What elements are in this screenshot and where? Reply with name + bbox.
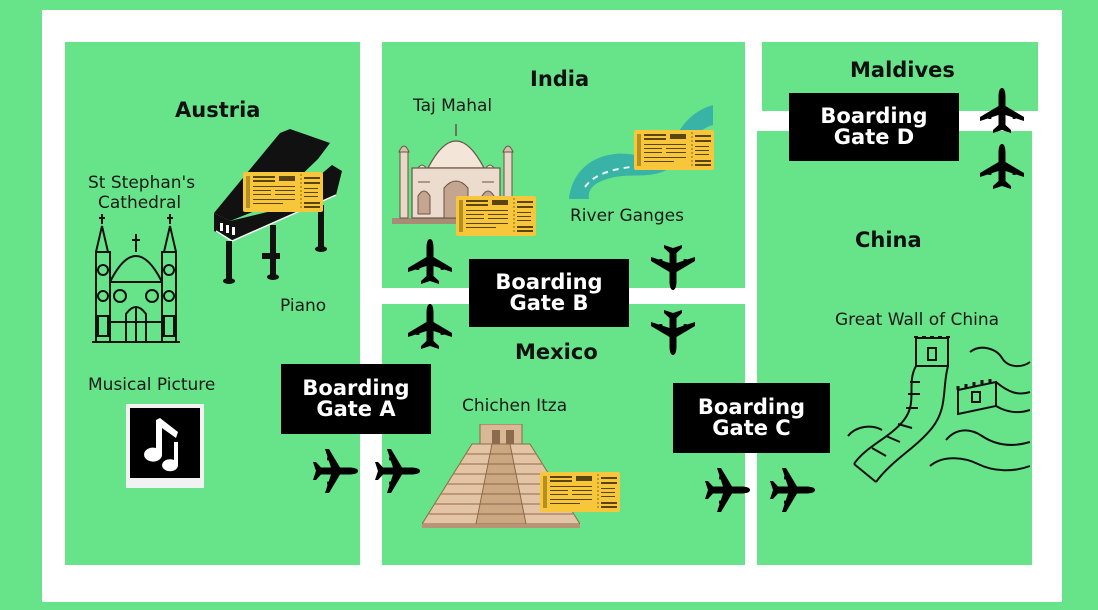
gate-c-line2: Gate C <box>712 416 791 440</box>
airplane-icon[interactable] <box>977 86 1027 136</box>
ticket-icon[interactable] <box>540 472 620 512</box>
landmark-label-chichen-itza: Chichen Itza <box>462 396 568 416</box>
gate-c-line1: Boarding <box>697 395 806 419</box>
country-name-india: India <box>530 67 590 91</box>
airplane-icon[interactable] <box>648 242 698 292</box>
ticket-icon[interactable] <box>243 172 323 212</box>
landmark-label-river-ganges: River Ganges <box>570 206 684 226</box>
gate-b-line1: Boarding <box>495 270 603 294</box>
airplane-icon[interactable] <box>372 446 422 496</box>
airplane-icon[interactable] <box>310 446 360 496</box>
airplane-icon[interactable] <box>405 237 455 287</box>
landmark-label-st-stephans-line2: Cathedral <box>98 193 182 213</box>
boarding-gate-d[interactable]: Boarding Gate D <box>789 93 959 161</box>
landmark-label-st-stephans-line1: St Stephan's <box>88 173 196 193</box>
gate-b-line2: Gate B <box>509 291 589 315</box>
taj-mahal-icon[interactable] <box>392 122 520 224</box>
country-name-mexico: Mexico <box>515 340 598 364</box>
country-name-china: China <box>855 228 922 252</box>
cathedral-icon[interactable] <box>92 212 180 344</box>
gate-d-line2: Gate D <box>833 125 915 149</box>
gate-a-line2: Gate A <box>316 397 396 421</box>
landmark-label-musical-picture: Musical Picture <box>88 375 216 395</box>
landmark-label-piano: Piano <box>280 296 327 316</box>
gate-a-line1: Boarding <box>302 376 410 400</box>
region-austria[interactable] <box>65 42 360 565</box>
river-icon[interactable] <box>565 103 715 203</box>
airplane-icon[interactable] <box>977 142 1027 192</box>
landmark-label-taj-mahal: Taj Mahal <box>413 96 493 116</box>
boarding-gate-b[interactable]: Boarding Gate B <box>469 259 629 327</box>
airplane-icon[interactable] <box>702 465 752 515</box>
ticket-icon[interactable] <box>634 130 714 170</box>
country-name-maldives: Maldives <box>850 58 955 82</box>
music-note-icon[interactable] <box>126 404 204 488</box>
boarding-gate-a[interactable]: Boarding Gate A <box>281 364 431 434</box>
gate-d-line1: Boarding <box>820 104 928 128</box>
airplane-icon[interactable] <box>648 307 698 357</box>
landmark-label-great-wall: Great Wall of China <box>835 310 1000 330</box>
ticket-icon[interactable] <box>456 196 536 236</box>
country-name-austria: Austria <box>175 98 261 122</box>
boarding-gate-c[interactable]: Boarding Gate C <box>673 383 830 453</box>
airplane-icon[interactable] <box>405 302 455 352</box>
airplane-icon[interactable] <box>767 465 817 515</box>
great-wall-icon[interactable] <box>846 336 1032 486</box>
